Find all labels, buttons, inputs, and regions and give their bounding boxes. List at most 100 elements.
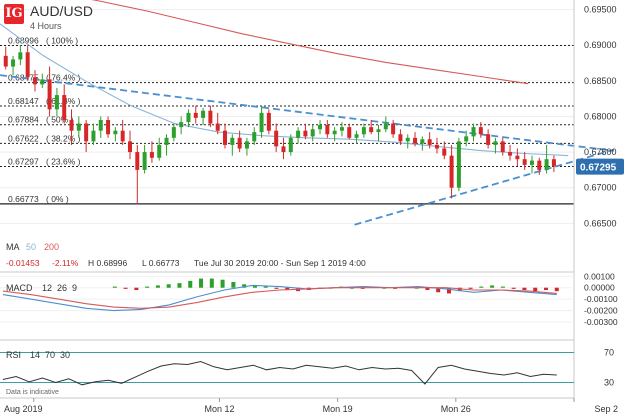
candle bbox=[551, 155, 556, 173]
candle bbox=[383, 116, 388, 133]
candle-body bbox=[449, 155, 454, 188]
candle-body bbox=[164, 137, 169, 145]
candle bbox=[113, 127, 118, 142]
candle-body bbox=[47, 79, 52, 110]
candle bbox=[413, 132, 418, 147]
candle-body bbox=[149, 152, 154, 158]
candle bbox=[69, 109, 74, 145]
candle bbox=[274, 123, 279, 153]
rsi-params: 14 70 30 bbox=[30, 350, 70, 360]
candle bbox=[142, 144, 147, 174]
rsi-tick-label: 30 bbox=[604, 378, 614, 388]
candle bbox=[3, 46, 8, 70]
moving-averages bbox=[0, 0, 569, 157]
macd-histogram-bar bbox=[145, 286, 150, 288]
x-tick-label: Mon 19 bbox=[323, 404, 353, 414]
x-tick-label: Sep 2 bbox=[594, 404, 618, 414]
x-tick-label: Aug 2019 bbox=[4, 404, 43, 414]
candle-body bbox=[310, 129, 315, 137]
candle-body bbox=[442, 148, 447, 156]
ig-logo-text: IG bbox=[5, 6, 23, 21]
candle-body bbox=[142, 152, 147, 170]
candle-body bbox=[288, 137, 293, 153]
x-tick-label: Mon 26 bbox=[441, 404, 471, 414]
candle bbox=[47, 66, 52, 117]
macd-tick-label: 0.00000 bbox=[584, 283, 615, 293]
candle bbox=[347, 123, 352, 140]
candle-body bbox=[113, 130, 118, 135]
candle bbox=[405, 134, 410, 149]
candle-body bbox=[537, 160, 542, 170]
fib-level-price: 0.68147 bbox=[8, 96, 39, 106]
price-grid bbox=[0, 9, 574, 224]
fib-level-pct: ( 100% ) bbox=[46, 35, 78, 45]
ma-legend-label: MA bbox=[6, 242, 20, 252]
candle-body bbox=[135, 152, 140, 170]
candle-body bbox=[529, 160, 534, 165]
candle bbox=[244, 137, 249, 156]
candle-body bbox=[201, 110, 206, 118]
candle bbox=[266, 109, 271, 135]
price-axis: 0.69500 0.69000 0.68500 0.68000 0.67500 0.670… bbox=[573, 0, 624, 398]
candle bbox=[449, 144, 454, 199]
candle-body bbox=[11, 59, 16, 67]
candle-body bbox=[332, 130, 337, 135]
macd-histogram-bar bbox=[166, 284, 171, 288]
price-tick-label: 0.66500 bbox=[584, 218, 617, 228]
macd-line bbox=[2, 284, 557, 312]
candle-body bbox=[25, 52, 30, 78]
candle bbox=[361, 123, 366, 138]
macd-histogram-bar bbox=[155, 285, 160, 288]
candle-body bbox=[413, 137, 418, 144]
candle-body bbox=[296, 130, 301, 138]
candle bbox=[186, 109, 191, 128]
candle-body bbox=[551, 159, 556, 167]
candle bbox=[120, 120, 125, 145]
candle-body bbox=[500, 141, 505, 153]
macd-tick-label: 0.00100 bbox=[584, 271, 615, 281]
candle bbox=[215, 112, 220, 135]
fib-level-price: 0.67884 bbox=[8, 115, 39, 125]
candle bbox=[135, 144, 140, 205]
candle-body bbox=[274, 130, 279, 147]
candle-body bbox=[398, 134, 403, 142]
candle-body bbox=[427, 139, 432, 145]
signal-line bbox=[2, 287, 557, 309]
fib-level-pct: ( 23.6% ) bbox=[46, 157, 81, 167]
macd-histogram-bar bbox=[490, 285, 495, 288]
macd-histogram-bar bbox=[393, 287, 398, 289]
candle bbox=[325, 120, 330, 138]
candle bbox=[493, 137, 498, 154]
fib-level-pct: ( 38.2% ) bbox=[46, 133, 81, 143]
candle bbox=[201, 107, 206, 125]
data-disclaimer: Data is indicative bbox=[6, 389, 59, 396]
rsi-panel: 70 30 bbox=[0, 348, 614, 388]
candle-body bbox=[208, 110, 213, 124]
candle-body bbox=[347, 127, 352, 138]
macd-histogram-bar bbox=[533, 287, 538, 292]
candle bbox=[54, 87, 59, 117]
candle bbox=[544, 144, 549, 174]
candle bbox=[84, 120, 89, 153]
change-abs: -0.01453 bbox=[6, 258, 40, 268]
macd-histogram-bar bbox=[468, 287, 473, 289]
candle-body bbox=[391, 123, 396, 135]
ma-legend-short: 50 bbox=[26, 242, 36, 252]
last-price-tag bbox=[576, 158, 624, 175]
trendlines bbox=[0, 74, 615, 226]
candle-body bbox=[40, 79, 45, 85]
last-price-value: 0.67295 bbox=[580, 163, 617, 174]
macd-tick-label: -0.00100 bbox=[584, 294, 618, 304]
candle bbox=[230, 134, 235, 156]
candle-body bbox=[106, 120, 111, 135]
change-pct: -2.11% bbox=[52, 258, 79, 268]
candle-body bbox=[18, 52, 23, 60]
rsi-line bbox=[2, 360, 557, 386]
candle bbox=[18, 45, 23, 66]
candle bbox=[237, 130, 242, 153]
candle bbox=[354, 130, 359, 144]
macd-histogram-bar bbox=[446, 287, 451, 294]
candle bbox=[310, 124, 315, 142]
price-tick-label: 0.67000 bbox=[584, 183, 617, 193]
